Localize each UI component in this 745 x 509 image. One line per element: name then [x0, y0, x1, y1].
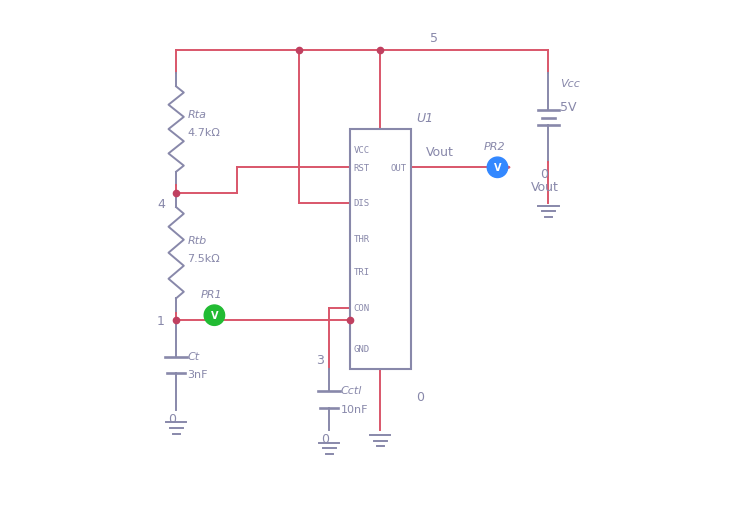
- Text: 0: 0: [540, 168, 548, 181]
- Text: 4.7kΩ: 4.7kΩ: [188, 127, 221, 137]
- Text: V: V: [211, 310, 218, 321]
- Text: Vcc: Vcc: [559, 79, 580, 89]
- Text: 3: 3: [316, 354, 324, 366]
- Text: RST: RST: [354, 163, 370, 173]
- Text: 5: 5: [430, 32, 438, 45]
- Text: PR1: PR1: [201, 289, 223, 299]
- Text: Vout: Vout: [530, 181, 559, 194]
- Text: CON: CON: [354, 303, 370, 313]
- Text: 0: 0: [416, 390, 424, 404]
- Text: 3nF: 3nF: [188, 370, 208, 379]
- Text: 5V: 5V: [559, 100, 576, 114]
- Text: OUT: OUT: [390, 163, 407, 173]
- Text: 0: 0: [321, 433, 329, 445]
- Text: THR: THR: [354, 235, 370, 244]
- FancyBboxPatch shape: [349, 130, 410, 369]
- Text: 7.5kΩ: 7.5kΩ: [188, 253, 220, 263]
- Circle shape: [487, 158, 507, 178]
- Text: GND: GND: [354, 344, 370, 353]
- Text: 1: 1: [157, 314, 165, 327]
- Text: Vout: Vout: [426, 146, 454, 159]
- Text: 0: 0: [168, 412, 176, 425]
- Text: DIS: DIS: [354, 199, 370, 208]
- Text: Rta: Rta: [188, 109, 206, 120]
- Circle shape: [204, 305, 224, 326]
- Text: TRI: TRI: [354, 268, 370, 277]
- Text: U1: U1: [416, 112, 433, 125]
- Text: Cctl: Cctl: [340, 385, 362, 395]
- Text: Ct: Ct: [188, 351, 200, 361]
- Text: 10nF: 10nF: [340, 404, 368, 414]
- Text: PR2: PR2: [484, 142, 506, 152]
- Text: 4: 4: [157, 197, 165, 210]
- Text: VCC: VCC: [354, 146, 370, 155]
- Text: V: V: [494, 163, 501, 173]
- Text: Rtb: Rtb: [188, 236, 206, 245]
